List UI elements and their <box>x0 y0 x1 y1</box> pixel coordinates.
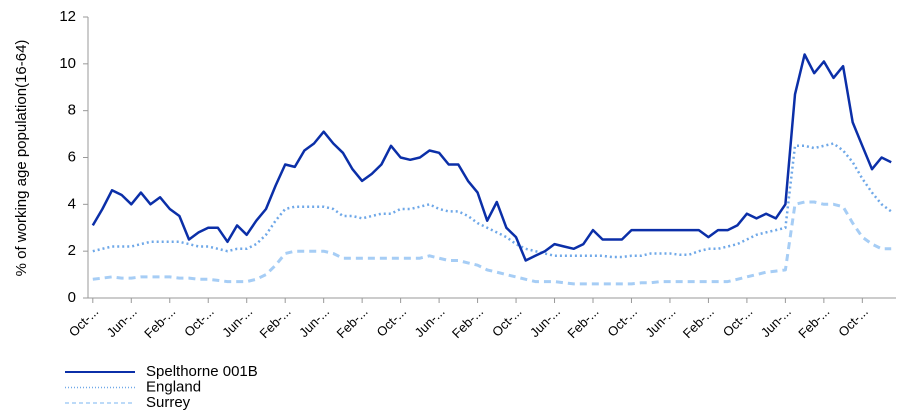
legend-label: England <box>146 378 201 395</box>
x-tick-label: Feb-... <box>680 304 717 341</box>
x-tick-label: Oct-... <box>835 304 871 340</box>
series-line <box>91 53 892 262</box>
series-line <box>92 200 892 286</box>
y-tick-label: 4 <box>68 195 76 212</box>
y-tick-label: 0 <box>68 289 76 306</box>
x-tick-label: Oct-... <box>374 304 410 340</box>
x-tick-label: Feb-... <box>564 304 601 341</box>
x-tick-label: Feb-... <box>257 304 294 341</box>
y-tick-label: 6 <box>68 148 76 165</box>
y-tick-label: 10 <box>59 55 76 72</box>
x-tick-label: Feb-... <box>795 304 832 341</box>
y-tick-label: 2 <box>68 242 76 259</box>
x-tick-label: Jun-... <box>219 304 255 340</box>
x-tick-label: Jun-... <box>642 304 678 340</box>
x-tick-label: Oct-... <box>66 304 102 340</box>
x-tick-label: Jun-... <box>411 304 447 340</box>
legend-label: Spelthorne 001B <box>146 363 258 380</box>
x-tick-label: Jun-... <box>296 304 332 340</box>
series-line <box>92 142 892 259</box>
x-tick-label: Jun-... <box>104 304 140 340</box>
x-tick-label: Jun-... <box>527 304 563 340</box>
x-tick-label: Feb-... <box>334 304 371 341</box>
y-axis-label: % of working age population(16-64) <box>13 40 30 277</box>
y-tick-label: 12 <box>59 8 76 25</box>
x-tick-label: Feb-... <box>449 304 486 341</box>
x-tick-label: Jun-... <box>758 304 794 340</box>
x-tick-label: Oct-... <box>181 304 217 340</box>
y-tick-label: 8 <box>68 102 76 119</box>
x-tick-label: Oct-... <box>720 304 756 340</box>
legend-label: Surrey <box>146 394 191 411</box>
x-tick-label: Oct-... <box>489 304 525 340</box>
x-tick-label: Feb-... <box>141 304 178 341</box>
x-tick-label: Oct-... <box>604 304 640 340</box>
